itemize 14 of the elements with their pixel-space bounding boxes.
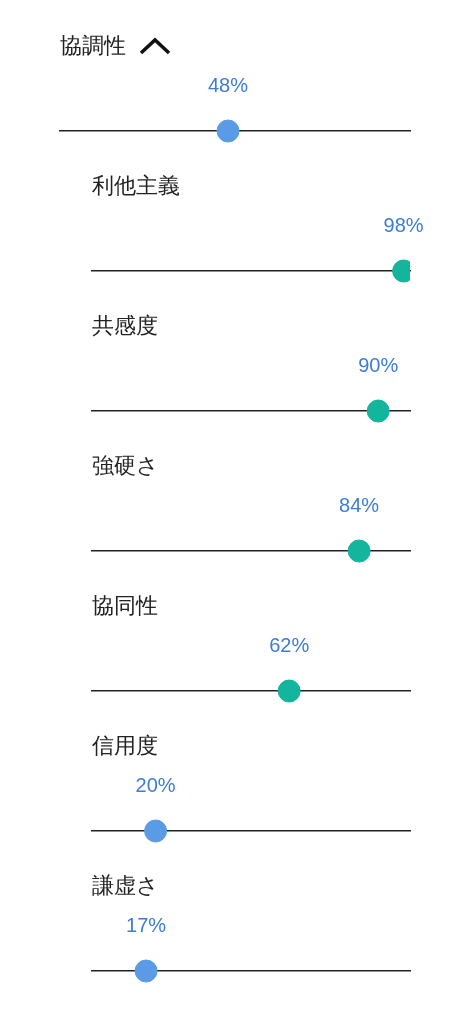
text: 共感度 [92, 312, 158, 340]
data-label: 84% [339, 493, 380, 516]
data-label: 90% [358, 353, 399, 376]
data-label: 48% [207, 73, 249, 96]
text: 信用度 [92, 732, 158, 760]
data-label: 98% [383, 213, 424, 236]
data-label: 20% [135, 773, 176, 796]
text: 強硬さ [92, 452, 159, 480]
text: 協調性 [60, 32, 126, 60]
data-label: 62% [269, 633, 310, 656]
text: 協同性 [92, 592, 158, 620]
text: 利他主義 [92, 172, 180, 200]
data-label: 17% [126, 913, 167, 936]
text: 謙虚さ [92, 872, 159, 900]
